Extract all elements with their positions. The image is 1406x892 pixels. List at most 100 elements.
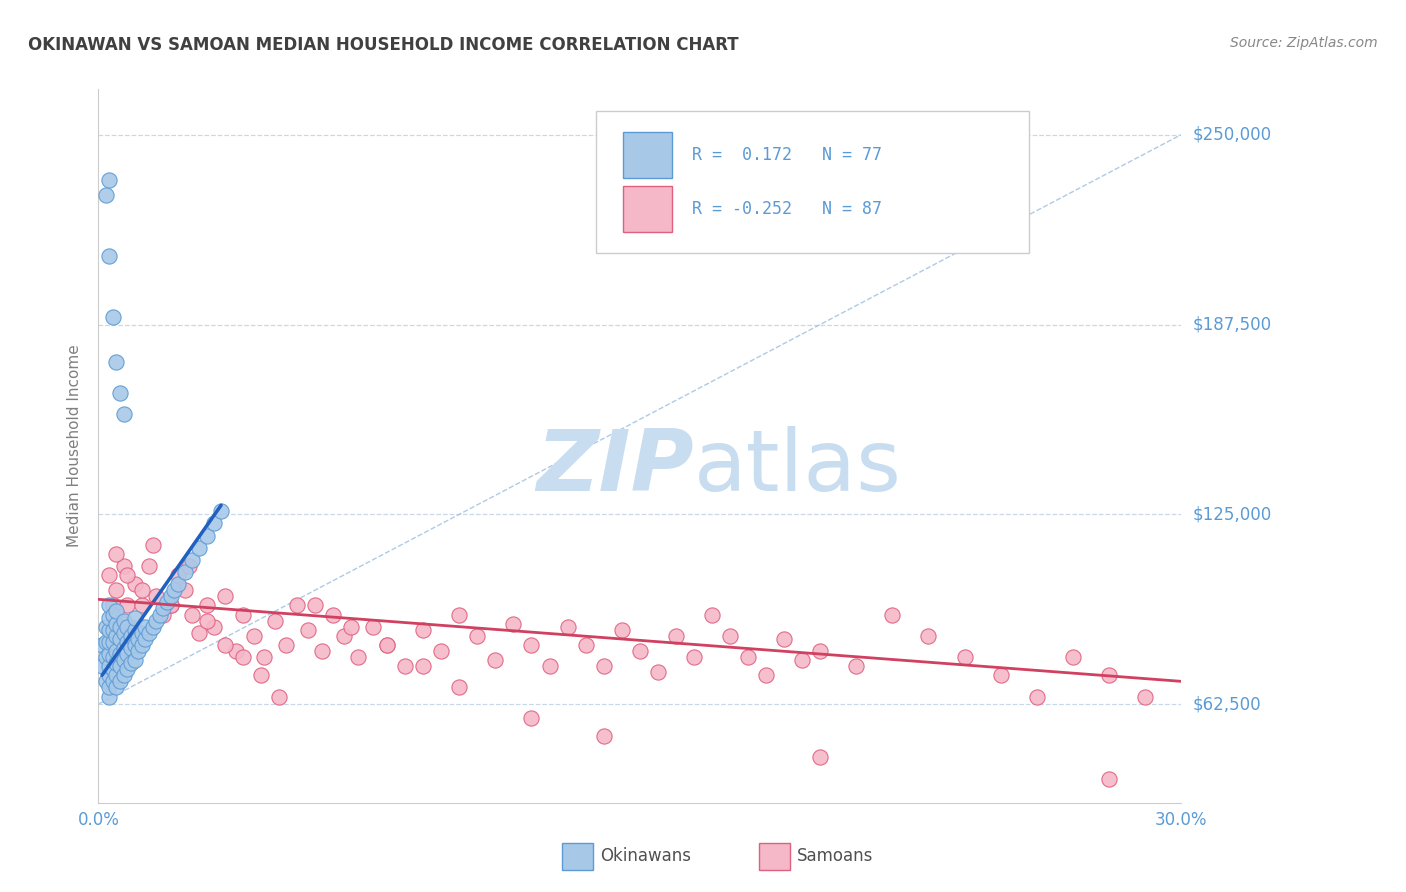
- Point: [112, 614, 135, 628]
- Point: [1062, 650, 1084, 665]
- Point: [117, 647, 139, 661]
- Point: [94, 188, 117, 202]
- Point: [124, 610, 146, 624]
- Text: ZIP: ZIP: [536, 425, 695, 509]
- Point: [304, 599, 326, 613]
- Point: [131, 583, 153, 598]
- Point: [214, 590, 236, 604]
- Point: [159, 599, 181, 613]
- Point: [665, 629, 688, 643]
- Point: [98, 668, 121, 682]
- Point: [412, 659, 434, 673]
- Point: [181, 607, 204, 622]
- Point: [232, 607, 254, 622]
- Point: [98, 249, 121, 263]
- Point: [188, 625, 211, 640]
- Text: OKINAWAN VS SAMOAN MEDIAN HOUSEHOLD INCOME CORRELATION CHART: OKINAWAN VS SAMOAN MEDIAN HOUSEHOLD INCO…: [28, 36, 738, 54]
- Point: [412, 623, 434, 637]
- Point: [484, 653, 506, 667]
- Point: [375, 638, 398, 652]
- Text: Okinawans: Okinawans: [600, 847, 692, 865]
- Point: [700, 607, 723, 622]
- Point: [1133, 690, 1156, 704]
- Text: $187,500: $187,500: [1192, 316, 1271, 334]
- Point: [138, 625, 160, 640]
- Point: [134, 620, 156, 634]
- Point: [159, 599, 181, 613]
- Point: [188, 541, 211, 555]
- Point: [112, 653, 135, 667]
- Point: [112, 668, 135, 682]
- Point: [195, 614, 218, 628]
- Point: [105, 583, 128, 598]
- Point: [647, 665, 669, 680]
- Point: [145, 614, 167, 628]
- Point: [127, 632, 149, 646]
- Point: [394, 659, 416, 673]
- Point: [105, 644, 128, 658]
- Point: [117, 568, 139, 582]
- Point: [98, 690, 121, 704]
- Point: [449, 607, 471, 622]
- Point: [953, 650, 976, 665]
- Point: [91, 659, 114, 673]
- Point: [990, 668, 1012, 682]
- Point: [538, 659, 561, 673]
- Point: [124, 653, 146, 667]
- Point: [98, 568, 121, 582]
- Point: [166, 568, 188, 582]
- Point: [152, 601, 174, 615]
- Point: [792, 653, 814, 667]
- Point: [202, 620, 225, 634]
- Point: [108, 632, 131, 646]
- Point: [141, 620, 165, 634]
- Point: [737, 650, 759, 665]
- Point: [98, 599, 121, 613]
- Point: [138, 558, 160, 573]
- Point: [467, 629, 489, 643]
- Point: [755, 668, 778, 682]
- Point: [127, 644, 149, 658]
- Point: [131, 625, 153, 640]
- Text: $250,000: $250,000: [1192, 126, 1271, 144]
- FancyBboxPatch shape: [596, 111, 1029, 253]
- Text: $62,500: $62,500: [1192, 695, 1261, 713]
- Bar: [623, 186, 672, 232]
- Point: [375, 638, 398, 652]
- Point: [333, 629, 356, 643]
- Point: [242, 629, 264, 643]
- Point: [101, 650, 124, 665]
- Point: [105, 629, 128, 643]
- Point: [101, 310, 124, 324]
- Point: [134, 632, 156, 646]
- Point: [131, 599, 153, 613]
- Bar: [623, 132, 672, 178]
- Point: [108, 647, 131, 661]
- Point: [311, 644, 333, 658]
- Point: [145, 590, 167, 604]
- Point: [285, 599, 308, 613]
- Point: [520, 711, 543, 725]
- Text: R =  0.172   N = 77: R = 0.172 N = 77: [692, 146, 882, 164]
- Point: [347, 650, 370, 665]
- Point: [108, 659, 131, 673]
- Point: [117, 635, 139, 649]
- Point: [112, 407, 135, 421]
- Point: [141, 538, 165, 552]
- Point: [112, 558, 135, 573]
- Point: [361, 620, 384, 634]
- Point: [845, 659, 868, 673]
- Point: [297, 623, 319, 637]
- Point: [124, 638, 146, 652]
- Point: [98, 635, 121, 649]
- Point: [101, 623, 124, 637]
- Point: [808, 750, 831, 764]
- Point: [105, 355, 128, 369]
- Point: [112, 625, 135, 640]
- Point: [917, 629, 939, 643]
- Text: $125,000: $125,000: [1192, 506, 1271, 524]
- Text: R = -0.252   N = 87: R = -0.252 N = 87: [692, 200, 882, 218]
- Point: [773, 632, 796, 646]
- Point: [592, 729, 614, 743]
- Point: [250, 668, 273, 682]
